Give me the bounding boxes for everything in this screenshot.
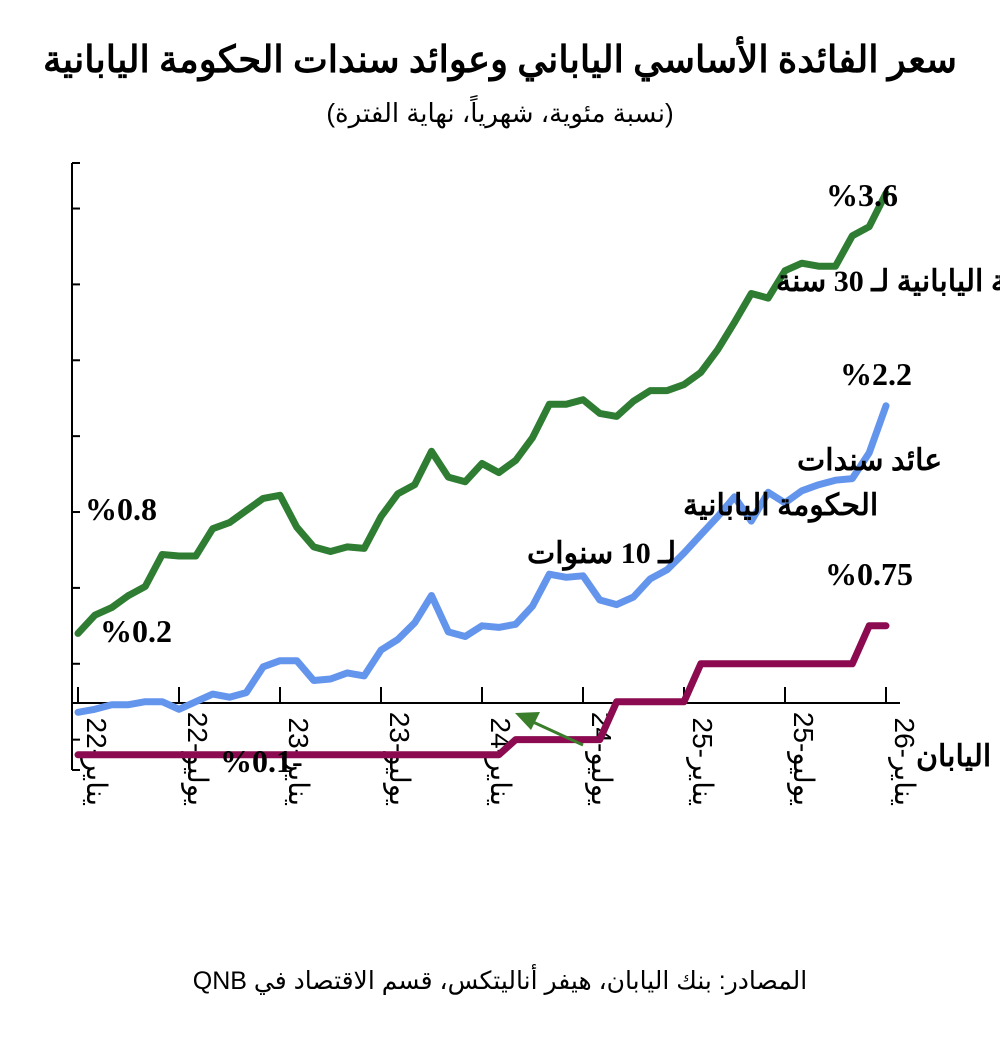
chart-source: المصادر: بنك اليابان، هيفر أناليتكس، قسم…	[192, 967, 808, 995]
series-lines	[74, 189, 890, 759]
chart-plot: يناير-22 يوليو-22 يناير-23 يوليو-23 يناير-24…	[71, 162, 1000, 807]
x-tick-label: يناير-22	[80, 718, 112, 807]
jgb10-start-label: %0.2	[100, 613, 172, 649]
x-tick-label: يوليو-24	[585, 712, 617, 806]
chart-title: سعر الفائدة الأساسي الياباني وعوائد سندا…	[42, 40, 958, 81]
boj-series-label: سعر الفائدة لدى بنك اليابان	[916, 740, 1000, 774]
boj-end-label: %0.75	[825, 556, 913, 592]
jgb30-start-label: %0.8	[85, 491, 157, 527]
jgb10-end-label: %2.2	[840, 356, 912, 392]
jgb10-series-label-line1: عائد سندات	[797, 444, 942, 477]
x-tick-label: يناير-25	[686, 718, 718, 807]
x-tick-label: يوليو-23	[383, 712, 415, 806]
series-line-jgb30	[74, 189, 890, 637]
series-line-jgb10	[74, 402, 890, 716]
jgb10-series-label-line2: الحكومة اليابانية	[683, 489, 878, 523]
series-line-boj-rate	[74, 622, 890, 759]
x-tick-label: يوليو-25	[787, 712, 819, 806]
x-tick-label: يوليو-22	[181, 712, 213, 806]
x-ticks: يناير-22 يوليو-22 يناير-23 يوليو-23 يناير-24…	[77, 687, 920, 807]
axes	[71, 163, 900, 770]
jgb10-series-label-line3: لـ 10 سنوات	[527, 537, 676, 571]
annotations: %3.6 %0.8 عائد سندات الحكومة اليابانية ل…	[85, 177, 1000, 779]
jgb30-end-label: %3.6	[826, 177, 898, 213]
jgb30-series-label: عائد سندات الحكومة اليابانية لـ 30 سنة	[776, 265, 1000, 299]
boj-start-label: %0.1-	[220, 743, 303, 779]
y-ticks	[72, 162, 80, 771]
boj-arrow	[515, 712, 584, 747]
x-tick-label: يناير-26	[888, 718, 920, 807]
chart-subtitle: (نسبة مئوية، شهرياً، نهاية الفترة)	[326, 98, 674, 128]
x-tick-label: يناير-24	[484, 718, 516, 807]
x-tick-label: يناير-23	[282, 718, 314, 807]
boj-arrow-head	[515, 712, 540, 730]
boj-arrow-shaft	[532, 720, 584, 747]
